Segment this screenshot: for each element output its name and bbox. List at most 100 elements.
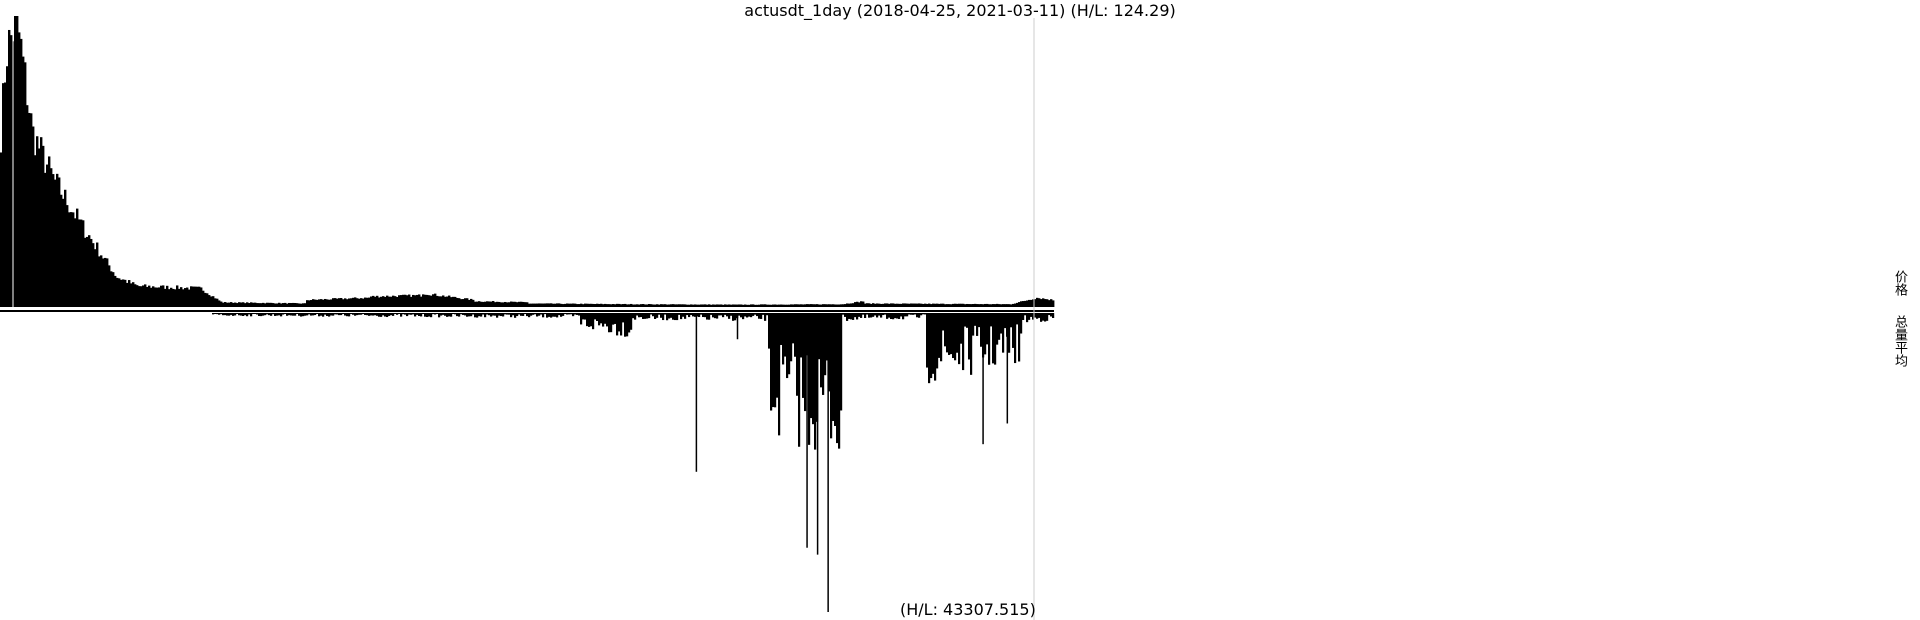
volume-bar <box>580 313 583 325</box>
volume-bar <box>944 313 947 347</box>
price-bar <box>50 168 53 307</box>
price-bar <box>264 303 267 307</box>
volume-bar <box>368 313 371 316</box>
price-bar <box>432 294 435 307</box>
volume-bar <box>318 313 321 317</box>
volume-bar <box>412 313 415 315</box>
volume-bar <box>478 313 481 317</box>
volume-bar <box>636 313 639 316</box>
price-bar <box>706 304 709 307</box>
volume-bar <box>810 313 813 419</box>
price-bar <box>850 303 853 307</box>
price-bar <box>718 304 721 307</box>
price-bar <box>1000 304 1003 307</box>
price-bar <box>524 302 527 307</box>
price-bar <box>748 304 751 307</box>
volume-spike <box>982 313 984 445</box>
price-bar <box>848 303 851 307</box>
volume-bar <box>994 313 997 365</box>
volume-bar <box>886 313 889 319</box>
price-bar <box>912 303 915 307</box>
price-bar <box>520 301 523 307</box>
price-bar <box>72 212 75 307</box>
volume-bar <box>476 313 479 318</box>
price-bar <box>584 303 587 307</box>
price-bar <box>650 304 653 307</box>
volume-bar <box>830 313 833 439</box>
price-bar <box>558 303 561 307</box>
price-bar <box>466 298 469 307</box>
price-bar <box>676 304 679 307</box>
price-bar <box>74 218 77 307</box>
price-bar <box>60 194 63 307</box>
price-bar <box>740 304 743 307</box>
price-bar <box>82 220 85 307</box>
price-bar <box>690 304 693 307</box>
price-bar <box>320 299 323 307</box>
price-bar <box>970 304 973 307</box>
volume-bar <box>446 313 449 317</box>
volume-bars <box>212 313 1055 612</box>
price-bar <box>456 297 459 307</box>
price-bar <box>930 304 933 307</box>
price-bar <box>94 249 97 307</box>
price-bar <box>880 303 883 307</box>
price-bar <box>38 148 41 307</box>
volume-bar <box>658 313 661 315</box>
price-bar <box>886 303 889 307</box>
price-bar <box>728 304 731 307</box>
volume-bar <box>376 313 379 316</box>
volume-bar <box>1004 313 1007 329</box>
price-bar <box>604 303 607 307</box>
price-bar <box>216 298 219 307</box>
price-bar <box>628 304 631 307</box>
volume-bar <box>456 313 459 317</box>
volume-bar <box>370 313 373 316</box>
side-label-volume: 总量平均 <box>1892 315 1907 367</box>
price-bar <box>778 304 781 307</box>
volume-bar <box>1030 313 1033 317</box>
price-bar <box>716 304 719 307</box>
price-bar <box>920 303 923 307</box>
volume-bar <box>824 313 827 376</box>
price-bar <box>28 112 31 308</box>
volume-bar <box>838 313 841 449</box>
volume-bar <box>1042 313 1045 321</box>
volume-bar <box>632 313 635 319</box>
price-bar <box>42 145 45 307</box>
price-bar <box>534 303 537 307</box>
price-bar <box>906 303 909 307</box>
price-bar <box>592 303 595 307</box>
volume-bar <box>436 313 439 315</box>
volume-bar <box>548 313 551 317</box>
price-bar <box>956 303 959 307</box>
price-bar <box>40 137 43 307</box>
price-bar <box>770 304 773 307</box>
price-bar <box>0 152 3 307</box>
price-bar <box>786 304 789 307</box>
volume-bar <box>968 313 971 360</box>
price-bar <box>486 301 489 307</box>
price-bar <box>366 297 369 307</box>
price-bar <box>866 303 869 307</box>
volume-spike <box>695 313 698 472</box>
price-bar <box>244 303 247 307</box>
volume-bar <box>764 313 767 321</box>
volume-bar <box>692 313 695 317</box>
price-bar <box>120 279 123 307</box>
volume-spike <box>806 313 808 548</box>
price-bar <box>1038 298 1041 307</box>
volume-bar <box>778 313 781 436</box>
price-bar <box>450 297 453 307</box>
price-bar <box>900 303 903 307</box>
price-bar <box>10 35 13 308</box>
price-bar <box>274 303 277 307</box>
volume-bar <box>550 313 553 318</box>
price-bar <box>834 304 837 307</box>
volume-bar <box>296 313 299 314</box>
volume-bar <box>1010 313 1013 328</box>
price-bar <box>914 303 917 307</box>
price-bar <box>674 304 677 307</box>
price-bar <box>102 258 105 307</box>
volume-bar <box>950 313 953 355</box>
